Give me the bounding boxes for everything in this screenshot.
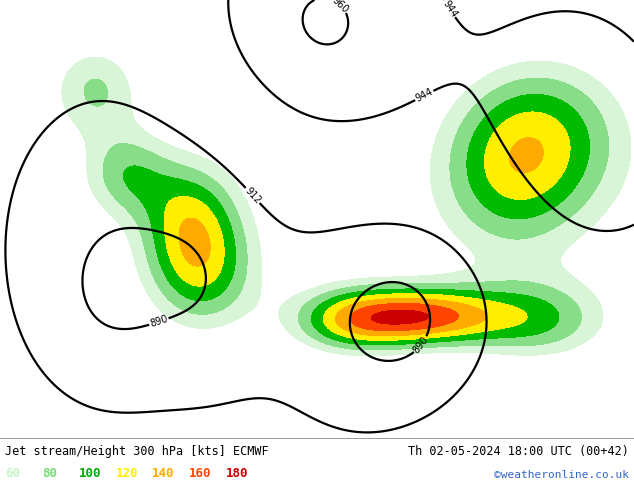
Text: 160: 160 [189,467,211,480]
Text: 890: 890 [148,314,169,329]
Text: 960: 960 [330,0,350,15]
Text: 944: 944 [440,0,459,19]
Text: Th 02-05-2024 18:00 UTC (00+42): Th 02-05-2024 18:00 UTC (00+42) [408,445,629,458]
Text: 80: 80 [42,467,57,480]
Text: 912: 912 [243,185,262,206]
Text: 120: 120 [115,467,138,480]
Text: 890: 890 [411,335,430,355]
Text: 100: 100 [79,467,101,480]
Text: 180: 180 [226,467,248,480]
Text: ©weatheronline.co.uk: ©weatheronline.co.uk [494,470,629,480]
Text: 140: 140 [152,467,174,480]
Text: Jet stream/Height 300 hPa [kts] ECMWF: Jet stream/Height 300 hPa [kts] ECMWF [5,445,269,458]
Text: 944: 944 [414,87,435,104]
Text: 60: 60 [5,467,20,480]
